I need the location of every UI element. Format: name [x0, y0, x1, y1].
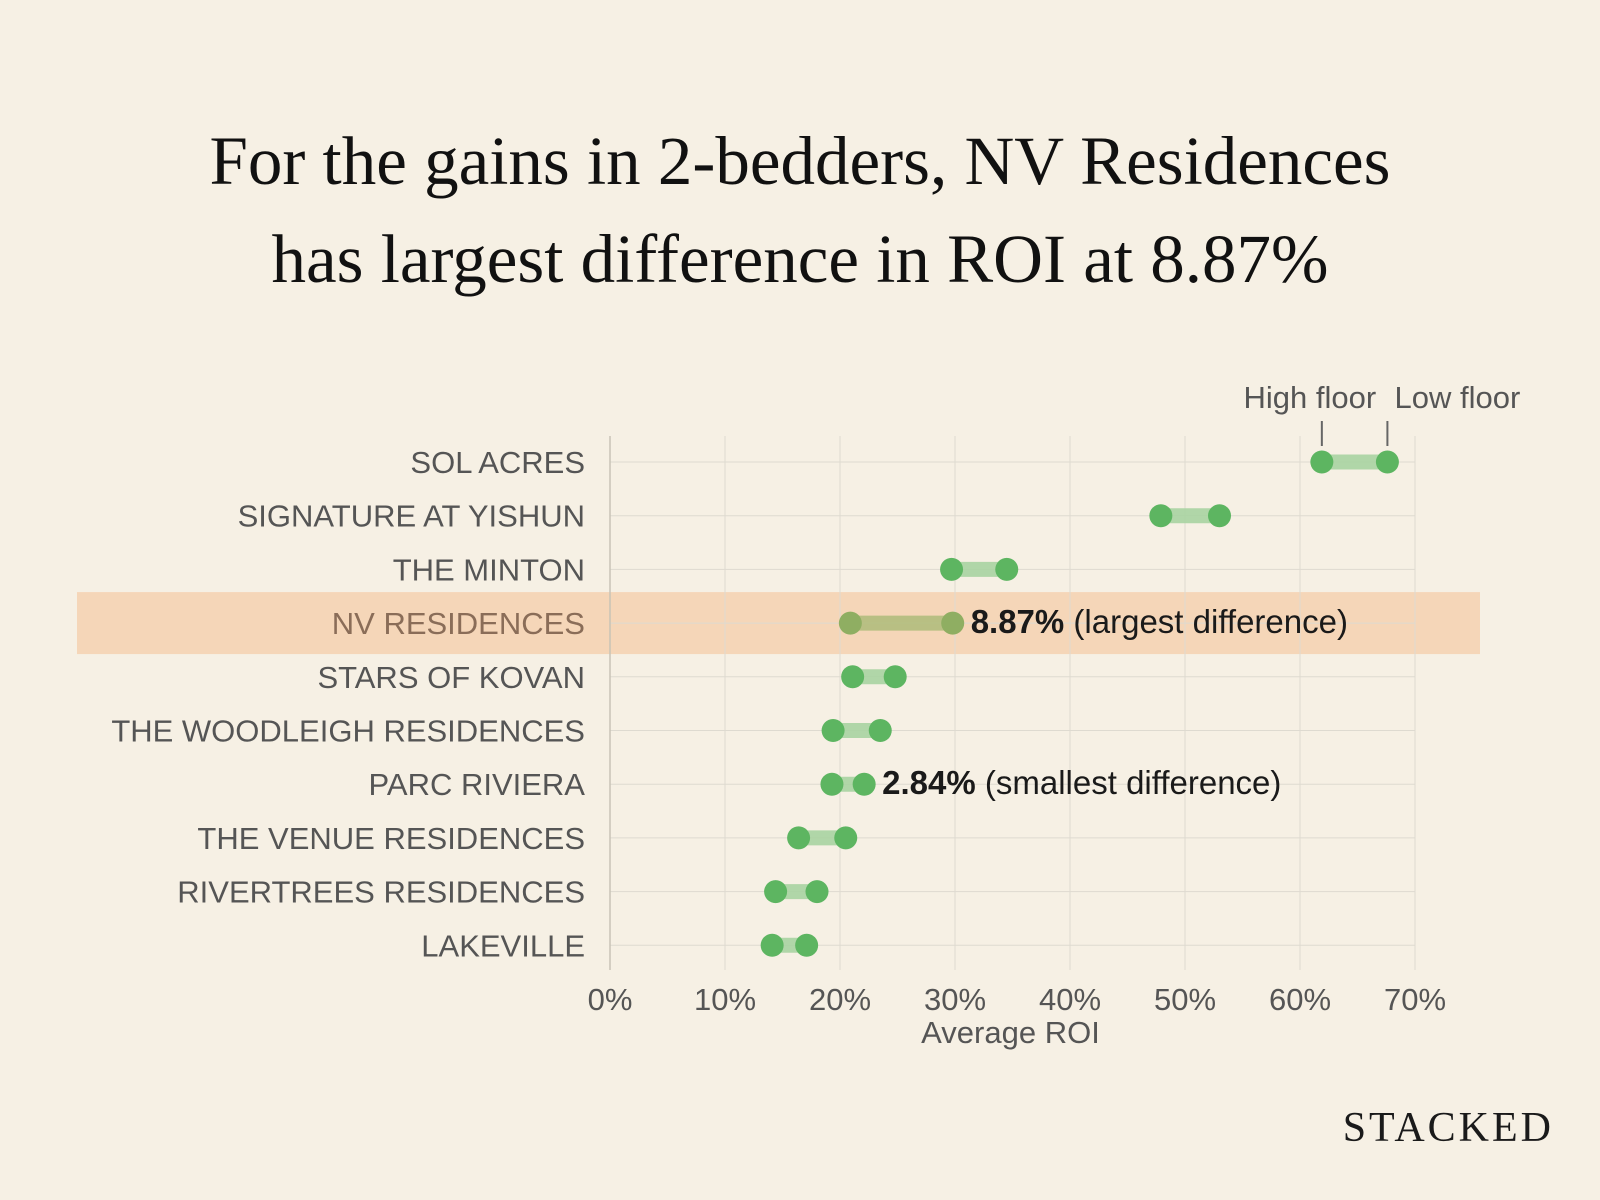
high-floor-point	[1310, 450, 1334, 474]
category-label: THE WOODLEIGH RESIDENCES	[111, 714, 585, 749]
low-floor-point	[1208, 504, 1231, 528]
x-tick-label: 10%	[694, 982, 756, 1017]
category-label: THE MINTON	[393, 552, 585, 587]
difference-annotation: 2.84% (smallest difference)	[882, 764, 1281, 801]
annotation-note: (largest difference)	[1064, 603, 1348, 640]
high-floor-point	[760, 933, 784, 957]
chart-title-line-1: For the gains in 2-bedders, NV Residence…	[209, 123, 1391, 199]
chart-title: For the gains in 2-bedders, NV Residence…	[0, 112, 1600, 308]
x-tick-label: 0%	[588, 982, 633, 1017]
chart-title-line-2: has largest difference in ROI at 8.87%	[271, 221, 1329, 297]
low-floor-point	[868, 719, 892, 742]
category-label: NV RESIDENCES	[332, 606, 585, 641]
category-label: LAKEVILLE	[421, 928, 585, 963]
category-label: SIGNATURE AT YISHUN	[238, 499, 585, 534]
high-floor-point	[1149, 504, 1173, 528]
annotation-value: 2.84%	[882, 764, 976, 801]
low-floor-point	[883, 665, 907, 689]
legend-high-floor: High floor	[1244, 380, 1377, 415]
high-floor-point	[838, 611, 862, 635]
x-tick-label: 40%	[1039, 982, 1101, 1017]
high-floor-point	[787, 826, 811, 850]
low-floor-point	[941, 611, 965, 635]
high-floor-point	[940, 557, 964, 581]
brand-logo: STACKED	[1342, 1105, 1554, 1151]
difference-annotation: 8.87% (largest difference)	[971, 603, 1348, 640]
high-floor-point	[820, 772, 844, 796]
x-tick-label: 20%	[809, 982, 871, 1017]
low-floor-point	[995, 557, 1019, 581]
annotation-value: 8.87%	[971, 603, 1065, 640]
legend-low-floor: Low floor	[1395, 380, 1521, 415]
low-floor-point	[795, 933, 819, 957]
x-tick-label: 60%	[1269, 982, 1331, 1017]
high-floor-point	[841, 665, 865, 689]
annotation-note: (smallest difference)	[976, 764, 1282, 801]
category-label: SOL ACRES	[410, 445, 585, 480]
category-label: RIVERTREES RESIDENCES	[177, 875, 585, 910]
x-tick-label: 30%	[924, 982, 986, 1017]
low-floor-point	[1375, 450, 1399, 474]
category-label: PARC RIVIERA	[369, 767, 586, 802]
category-label: STARS OF KOVAN	[317, 660, 585, 695]
high-floor-point	[821, 719, 845, 742]
high-floor-point	[764, 880, 788, 904]
low-floor-point	[834, 826, 858, 850]
x-tick-label: 50%	[1154, 982, 1216, 1017]
x-axis-label: Average ROI	[921, 1015, 1100, 1050]
low-floor-point	[805, 880, 829, 904]
category-label: THE VENUE RESIDENCES	[197, 821, 585, 856]
low-floor-point	[852, 772, 876, 796]
x-tick-label: 70%	[1384, 982, 1446, 1017]
